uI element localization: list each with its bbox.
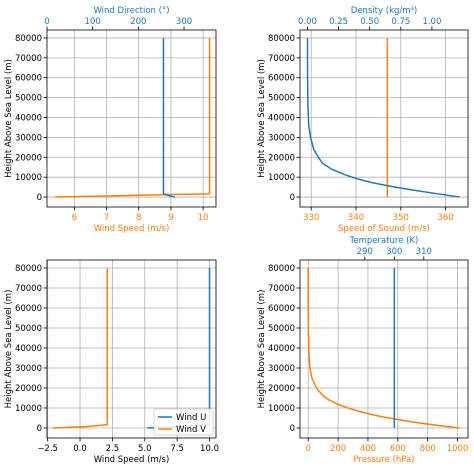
series-line-orange <box>55 37 211 198</box>
y-tick-label: 30000 <box>268 364 295 374</box>
y-tick-label: 0 <box>290 424 295 434</box>
top-x-tick-label: 0.50 <box>360 17 379 27</box>
top-x-tick-label: 290 <box>357 247 373 257</box>
plot-frame <box>46 259 217 439</box>
top-axis-label: Temperature (K) <box>349 236 419 246</box>
y-tick-label: 70000 <box>15 284 42 294</box>
y-tick-label: 50000 <box>15 94 42 104</box>
y-tick-label: 20000 <box>15 153 42 163</box>
top-axis-label: Density (kg/m³) <box>351 6 418 16</box>
x-tick-label: 340 <box>348 213 364 223</box>
x-tick-label: 5.0 <box>138 444 152 454</box>
y-tick-label: 30000 <box>268 133 295 143</box>
x-tick-label: 800 <box>420 444 436 454</box>
y-tick-label: 0 <box>37 424 42 434</box>
y-tick-label: 30000 <box>15 133 42 143</box>
x-tick-label: 7 <box>104 213 109 223</box>
series-line-wind-v <box>52 268 108 429</box>
y-tick-label: 10000 <box>268 173 295 183</box>
top-x-tick-label: 310 <box>416 247 432 257</box>
x-tick-label: 8 <box>136 213 141 223</box>
series-line-orange <box>307 267 460 429</box>
top-x-tick-label: 100 <box>85 17 101 27</box>
top-x-tick-label: 0.75 <box>391 17 410 27</box>
y-tick-label: 80000 <box>15 34 42 44</box>
y-tick-label: 80000 <box>268 34 295 44</box>
y-tick-label: 50000 <box>15 324 42 334</box>
y-tick-label: 40000 <box>15 114 42 124</box>
y-tick-label: 40000 <box>268 114 295 124</box>
y-axis-label: Height Above Sea Level (m) <box>4 290 14 409</box>
x-tick-label: 0.0 <box>73 444 87 454</box>
x-tick-label: 10.0 <box>200 444 219 454</box>
y-tick-label: 0 <box>290 193 295 203</box>
x-tick-label: 1000 <box>447 444 469 454</box>
y-tick-label: 10000 <box>15 404 42 414</box>
x-tick-label: 10 <box>198 213 209 223</box>
top-x-tick-label: 200 <box>130 17 146 27</box>
plot-frame <box>299 259 469 439</box>
top-x-tick-label: 0 <box>44 17 49 27</box>
top-x-tick-label: 300 <box>176 17 192 27</box>
top-x-tick-label: 300 <box>386 247 402 257</box>
y-tick-label: 30000 <box>15 364 42 374</box>
x-axis-label: Pressure (hPa) <box>354 455 415 465</box>
legend-label: Wind U <box>176 413 206 423</box>
y-axis-label: Height Above Sea Level (m) <box>4 59 14 178</box>
x-axis-label: Speed of Sound (m/s) <box>338 224 430 234</box>
x-tick-label: 0 <box>306 444 311 454</box>
y-tick-label: 70000 <box>15 54 42 64</box>
x-tick-label: 9 <box>168 213 173 223</box>
y-tick-label: 70000 <box>268 54 295 64</box>
x-tick-label: 2.5 <box>106 444 120 454</box>
top-axis-label: Wind Direction (°) <box>93 6 169 16</box>
top-x-tick-label: 1.00 <box>422 17 441 27</box>
y-tick-label: 10000 <box>15 173 42 183</box>
x-axis-label: Wind Speed (m/s) <box>94 455 170 465</box>
x-tick-label: 7.5 <box>170 444 184 454</box>
x-tick-label: 360 <box>437 213 453 223</box>
x-tick-label: 6 <box>72 213 77 223</box>
x-tick-label: 350 <box>393 213 409 223</box>
x-tick-label: 400 <box>360 444 376 454</box>
y-axis-label: Height Above Sea Level (m) <box>257 59 267 178</box>
legend-label: Wind V <box>176 425 206 435</box>
y-tick-label: 20000 <box>15 384 42 394</box>
x-tick-label: 330 <box>303 213 319 223</box>
chart-speed-of-sound-density: 0 10000 20000 30000 40000 50000 60000 70000 8000… <box>257 6 469 234</box>
y-tick-label: 60000 <box>268 304 295 314</box>
y-axis-label: Height Above Sea Level (m) <box>257 290 267 409</box>
y-tick-label: 80000 <box>15 264 42 274</box>
x-tick-label: 600 <box>390 444 406 454</box>
chart-pressure-temperature: 0100002000030000400005000060000700008000… <box>257 236 469 465</box>
y-tick-label: 50000 <box>268 94 295 104</box>
y-tick-label: 60000 <box>15 74 42 84</box>
y-tick-label: 0 <box>37 193 42 203</box>
y-tick-label: 20000 <box>268 384 295 394</box>
chart-wind-speed-direction: 0 10000 20000 30000 40000 50000 60000 70000 8000… <box>4 6 217 234</box>
chart-wind-components: 0 10000 20000 30000 40000 50000 60000 70000 8000… <box>4 259 219 465</box>
plot-frame <box>299 29 469 208</box>
y-tick-label: 80000 <box>268 264 295 274</box>
y-tick-label: 60000 <box>15 304 42 314</box>
y-tick-label: 50000 <box>268 324 295 334</box>
y-tick-label: 60000 <box>268 74 295 84</box>
legend: Wind U Wind V <box>153 408 214 436</box>
y-tick-label: 40000 <box>268 344 295 354</box>
plot-frame <box>46 29 217 208</box>
y-tick-label: 40000 <box>15 344 42 354</box>
y-tick-label: 10000 <box>268 404 295 414</box>
x-axis-label: Wind Speed (m/s) <box>94 224 170 234</box>
y-tick-label: 20000 <box>268 153 295 163</box>
top-x-tick-label: 0.00 <box>298 17 317 27</box>
x-tick-label: 200 <box>330 444 346 454</box>
top-x-tick-label: 0.25 <box>329 17 348 27</box>
series-line-blue <box>162 37 176 198</box>
y-tick-label: 70000 <box>268 284 295 294</box>
series-line-blue <box>306 37 461 198</box>
x-tick-label: −2.5 <box>37 444 58 454</box>
